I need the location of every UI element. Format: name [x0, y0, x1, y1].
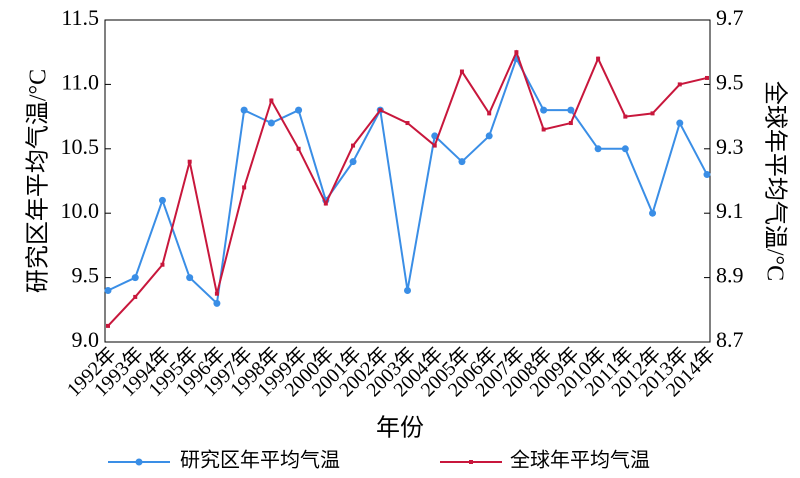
y2-axis-label: 全球年平均气温/°C [761, 81, 788, 281]
data-point [267, 119, 275, 127]
data-point [405, 121, 410, 126]
data-point [186, 274, 194, 282]
legend-marker [469, 460, 473, 464]
data-point [160, 262, 165, 267]
data-point [541, 127, 546, 132]
y2-tick-label: 9.3 [716, 134, 744, 159]
data-point [705, 75, 709, 80]
legend-label: 研究区年平均气温 [180, 449, 340, 472]
y2-tick-label: 9.7 [716, 5, 744, 30]
data-point [567, 106, 575, 114]
data-point [242, 185, 247, 190]
y2-tick-label: 9.1 [716, 198, 744, 223]
data-point [378, 108, 383, 113]
series-line [107, 56, 708, 306]
y-tick-label: 10.5 [61, 134, 100, 159]
data-point [596, 56, 601, 61]
data-point [349, 158, 357, 166]
data-point [104, 286, 112, 294]
y-axis-label: 研究区年平均气温/°C [25, 69, 52, 293]
legend: 研究区年平均气温 全球年平均气温 [108, 449, 650, 472]
data-point [106, 323, 110, 328]
data-point [133, 294, 138, 299]
y-tick-label: 9.5 [72, 263, 100, 288]
data-point [295, 106, 303, 114]
data-point [131, 274, 139, 282]
data-point [621, 145, 629, 153]
data-point [213, 299, 221, 307]
data-point [323, 201, 328, 206]
data-point [540, 106, 548, 114]
data-point [459, 69, 464, 74]
data-point [676, 119, 684, 127]
data-point [296, 146, 301, 151]
y2-tick-label: 8.9 [716, 263, 744, 288]
data-point [158, 196, 166, 204]
data-point [269, 98, 274, 103]
legend-marker [135, 458, 143, 466]
data-point [623, 114, 628, 119]
data-point [650, 111, 655, 116]
data-point [649, 209, 657, 217]
y-tick-label: 11.0 [61, 69, 99, 94]
data-point [432, 143, 437, 148]
data-point [677, 82, 682, 87]
data-point [703, 171, 711, 179]
x-axis-label: 年份 [376, 415, 424, 442]
y-tick-label: 11.5 [61, 5, 99, 30]
data-point [351, 143, 356, 148]
data-point [214, 291, 219, 296]
data-point [431, 132, 439, 140]
legend-label: 全球年平均气温 [510, 449, 650, 472]
plot-frame [104, 19, 711, 343]
data-point [485, 132, 493, 140]
data-point [594, 145, 602, 153]
data-point [240, 106, 248, 114]
data-point [487, 111, 492, 116]
data-point [404, 286, 411, 294]
data-point [187, 159, 192, 164]
data-point [458, 158, 466, 166]
y-tick-label: 10.0 [61, 198, 100, 223]
data-point [568, 121, 573, 126]
y2-tick-label: 9.5 [716, 69, 744, 94]
data-point [514, 50, 519, 55]
y2-tick-label: 8.7 [716, 327, 744, 352]
y-tick-label: 9.0 [72, 327, 100, 352]
